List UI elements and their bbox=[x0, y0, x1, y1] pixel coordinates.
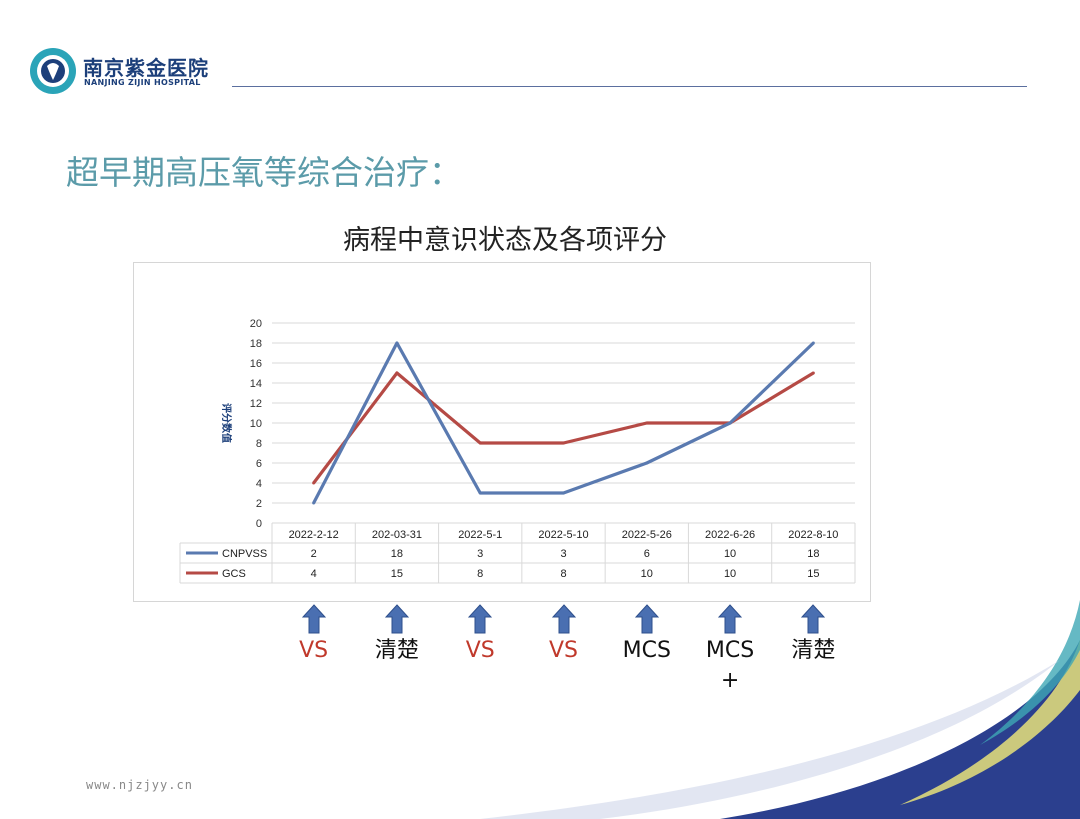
data-table-value: 15 bbox=[807, 568, 819, 580]
data-point bbox=[728, 421, 732, 425]
legend-label: GCS bbox=[222, 568, 246, 580]
data-point bbox=[312, 481, 316, 485]
consciousness-status-label: 清楚 bbox=[374, 638, 419, 663]
x-category-label: 2022-5-10 bbox=[538, 529, 588, 541]
y-tick-label: 20 bbox=[250, 318, 262, 330]
data-point bbox=[478, 441, 482, 445]
data-point bbox=[312, 501, 316, 505]
hospital-logo bbox=[28, 46, 258, 96]
data-table-value: 10 bbox=[641, 568, 653, 580]
data-table-value: 8 bbox=[560, 568, 566, 580]
y-axis-label: 评分数值 bbox=[220, 403, 233, 443]
x-category-label: 2022-8-10 bbox=[788, 529, 838, 541]
chart-frame bbox=[133, 262, 871, 602]
y-tick-label: 14 bbox=[250, 378, 262, 390]
data-table-value: 18 bbox=[807, 548, 819, 560]
data-table-value: 4 bbox=[311, 568, 317, 580]
up-arrow-icon bbox=[551, 604, 576, 634]
data-point bbox=[395, 341, 399, 345]
y-tick-label: 2 bbox=[256, 498, 262, 510]
header-divider bbox=[232, 86, 1027, 87]
data-point bbox=[478, 491, 482, 495]
data-table-value: 2 bbox=[311, 548, 317, 560]
up-arrow-icon bbox=[634, 604, 659, 634]
up-arrow-icon bbox=[468, 604, 493, 634]
y-tick-label: 18 bbox=[250, 338, 262, 350]
consciousness-status-label: MCS bbox=[622, 638, 671, 663]
hospital-emblem-icon bbox=[30, 48, 76, 94]
chart-title: 病程中意识状态及各项评分 bbox=[343, 225, 667, 256]
data-table-value: 15 bbox=[391, 568, 403, 580]
up-arrow-icon bbox=[301, 604, 326, 634]
data-table-value: 10 bbox=[724, 548, 736, 560]
data-table-value: 8 bbox=[477, 568, 483, 580]
data-point bbox=[811, 341, 815, 345]
slide-title: 超早期高压氧等综合治疗： bbox=[66, 153, 462, 192]
y-tick-label: 6 bbox=[256, 458, 262, 470]
data-table-value: 18 bbox=[391, 548, 403, 560]
data-table-value: 3 bbox=[477, 548, 483, 560]
x-category-label: 2022-5-26 bbox=[622, 529, 672, 541]
consciousness-status-label: MCS + bbox=[705, 638, 755, 693]
consciousness-status-label: VS bbox=[548, 638, 578, 663]
data-point bbox=[645, 421, 649, 425]
line-chart: 0 2 4 6 8 10 12 14 16 18 20 评分数值 2022-2-12 202-03-31 2… bbox=[179, 318, 856, 584]
footer-url: www.njzjyy.cn bbox=[86, 778, 193, 792]
x-category-label: 2022-6-26 bbox=[705, 529, 755, 541]
x-category-label: 2022-5-1 bbox=[458, 529, 502, 541]
y-tick-label: 0 bbox=[256, 518, 262, 530]
up-arrow-icon bbox=[718, 604, 743, 634]
x-category-label: 202-03-31 bbox=[372, 529, 422, 541]
data-table-value: 3 bbox=[560, 548, 566, 560]
hospital-name-cn: 南京紫金医院 bbox=[83, 56, 209, 80]
data-table-value: 6 bbox=[644, 548, 650, 560]
up-arrow-icon bbox=[384, 604, 409, 634]
y-tick-label: 12 bbox=[250, 398, 262, 410]
series-line-gcs bbox=[312, 371, 815, 484]
consciousness-status-label: 清楚 bbox=[791, 638, 836, 663]
consciousness-status-label: VS bbox=[465, 638, 495, 663]
y-tick-label: 4 bbox=[256, 478, 262, 490]
y-tick-label: 16 bbox=[250, 358, 262, 370]
data-point bbox=[562, 441, 565, 445]
legend-label: CNPVSS bbox=[222, 548, 267, 560]
x-category-label: 2022-2-12 bbox=[289, 529, 339, 541]
data-point bbox=[395, 371, 399, 375]
hospital-name-en: NANJING ZIJIN HOSPITAL bbox=[84, 78, 201, 87]
data-table-value: 10 bbox=[724, 568, 736, 580]
data-point bbox=[645, 461, 649, 465]
data-point bbox=[811, 371, 815, 375]
up-arrow-icon bbox=[801, 604, 826, 634]
consciousness-status-label: VS bbox=[299, 638, 329, 663]
y-tick-label: 8 bbox=[256, 438, 262, 450]
y-tick-label: 10 bbox=[250, 418, 262, 430]
data-point bbox=[562, 491, 565, 495]
